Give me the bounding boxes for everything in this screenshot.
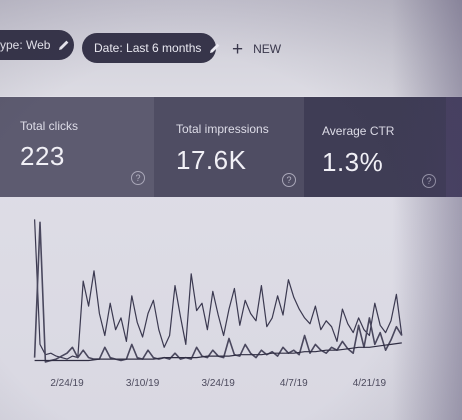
- date-filter-label: Date: Last 6 months: [94, 41, 202, 55]
- average-position-tile[interactable]: [446, 97, 462, 197]
- total-impressions-tile[interactable]: Total impressions 17.6K ?: [154, 97, 304, 197]
- x-axis-tick-labels: 2/24/19 3/10/19 3/24/19 4/7/19 4/21/19: [50, 378, 386, 389]
- total-clicks-value: 223: [20, 141, 65, 171]
- x-tick-label: 2/24/19: [50, 378, 84, 389]
- x-tick-label: 4/21/19: [353, 378, 387, 389]
- performance-chart: 2/24/19 3/10/19 3/24/19 4/7/19 4/21/19: [0, 197, 462, 420]
- performance-line-chart: 2/24/19 3/10/19 3/24/19 4/7/19 4/21/19: [33, 219, 403, 389]
- average-ctr-tile[interactable]: Average CTR 1.3% ?: [304, 97, 446, 197]
- filter-bar: ype: Web Date: Last 6 months + NEW: [0, 0, 462, 96]
- metric-tiles: Total clicks 223 ? Total impressions 17.…: [0, 97, 462, 197]
- total-clicks-tile[interactable]: Total clicks 223 ?: [0, 97, 154, 197]
- series-line-1: [34, 219, 403, 360]
- average-ctr-label: Average CTR: [322, 124, 395, 138]
- total-impressions-label: Total impressions: [176, 122, 269, 136]
- new-filter-label: NEW: [253, 42, 282, 56]
- date-filter-chip[interactable]: Date: Last 6 months: [82, 33, 220, 63]
- edit-pencil-icon[interactable]: [209, 42, 221, 54]
- x-tick-label: 3/10/19: [126, 378, 160, 389]
- help-icon[interactable]: ?: [131, 171, 145, 185]
- new-filter-button[interactable]: + NEW: [232, 40, 281, 59]
- series-line-3: [34, 342, 402, 362]
- x-tick-label: 3/24/19: [202, 378, 236, 389]
- help-icon[interactable]: ?: [282, 173, 296, 187]
- total-impressions-value: 17.6K: [176, 145, 247, 175]
- series-line-2: [33, 221, 403, 363]
- x-tick-label: 4/7/19: [280, 378, 308, 389]
- search-type-filter-chip[interactable]: ype: Web: [0, 30, 74, 60]
- help-icon[interactable]: ?: [422, 174, 436, 188]
- edit-pencil-icon[interactable]: [58, 39, 70, 51]
- average-ctr-value: 1.3%: [322, 147, 384, 177]
- total-clicks-label: Total clicks: [20, 119, 79, 133]
- plus-icon: +: [232, 39, 244, 60]
- search-type-filter-label: ype: Web: [0, 38, 51, 52]
